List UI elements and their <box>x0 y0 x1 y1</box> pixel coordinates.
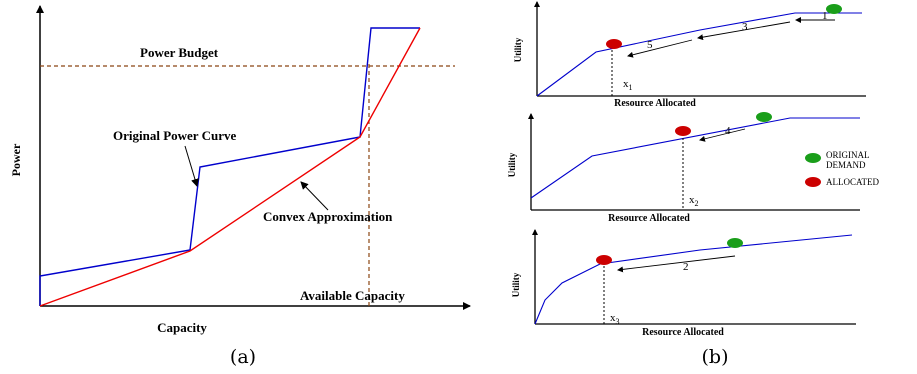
subplot-3: 2 x3 Resource Allocated Utility <box>511 229 856 338</box>
subplot-1-arrow-5 <box>627 39 693 58</box>
subplot-1-step-3: 3 <box>742 21 748 33</box>
subplot-1-step-1: 1 <box>822 10 828 22</box>
subplot-3-original-demand-dot <box>727 238 743 248</box>
subplot-2: 4 x2 Resource Allocated Utility <box>507 112 860 224</box>
original-curve-pointer <box>184 145 199 187</box>
original-power-curve-label: Original Power Curve <box>113 128 236 143</box>
subplot-2-x-mark: x2 <box>689 194 699 208</box>
subplot-3-x-axis-label: Resource Allocated <box>642 327 724 338</box>
subplot-3-x-mark: x3 <box>610 312 620 326</box>
subplot-1-original-demand-dot <box>826 4 842 14</box>
panel-b-caption: (b) <box>702 346 729 368</box>
legend-allocated-swatch <box>805 177 821 187</box>
legend-original-demand-swatch <box>805 153 821 163</box>
subplot-1-y-axis-label: Utility <box>513 37 523 62</box>
subplot-2-original-demand-dot <box>756 112 772 122</box>
subplot-2-y-axis-label: Utility <box>507 152 517 177</box>
panel-a: Power Budget Available Capacity Original… <box>9 5 471 368</box>
subplot-1-allocated-dot <box>606 39 622 49</box>
subplot-2-utility-curve <box>530 117 860 199</box>
subplot-3-arrow-2 <box>617 255 736 273</box>
subplot-1-x-mark: x1 <box>623 78 633 92</box>
convex-approximation-curve <box>39 27 421 307</box>
panel-a-x-axis-label: Capacity <box>157 320 207 335</box>
legend: ORIGINAL DEMAND ALLOCATED <box>805 150 879 187</box>
subplot-2-step-4: 4 <box>725 125 731 137</box>
subplot-3-allocated-dot <box>596 255 612 265</box>
subplot-3-utility-curve <box>534 234 853 325</box>
original-power-curve <box>39 27 420 306</box>
legend-allocated-label: ALLOCATED <box>826 177 879 187</box>
subplot-3-step-2: 2 <box>683 261 689 273</box>
subplot-1-utility-curve <box>536 12 862 97</box>
convex-approximation-label: Convex Approximation <box>263 209 393 224</box>
power-budget-label: Power Budget <box>140 45 219 60</box>
panel-b: 1 3 5 x1 Resource Allocated Utility 4 x2… <box>507 1 879 368</box>
subplot-1-x-axis-label: Resource Allocated <box>614 98 696 109</box>
legend-original-demand-label-line2: DEMAND <box>826 160 866 170</box>
panel-a-y-axis-label: Power <box>9 143 23 176</box>
panel-a-caption: (a) <box>230 346 256 368</box>
subplot-2-arrow-4 <box>699 128 746 142</box>
subplot-1-step-5: 5 <box>647 39 653 51</box>
legend-original-demand-label: ORIGINAL <box>826 150 870 160</box>
subplot-1: 1 3 5 x1 Resource Allocated Utility <box>513 1 866 109</box>
available-capacity-label: Available Capacity <box>300 288 405 303</box>
convex-approx-pointer <box>300 181 329 211</box>
subplot-1-arrow-3 <box>697 21 791 41</box>
subplot-2-x-axis-label: Resource Allocated <box>608 213 690 224</box>
subplot-3-y-axis-label: Utility <box>511 272 521 297</box>
subplot-2-allocated-dot <box>675 126 691 136</box>
